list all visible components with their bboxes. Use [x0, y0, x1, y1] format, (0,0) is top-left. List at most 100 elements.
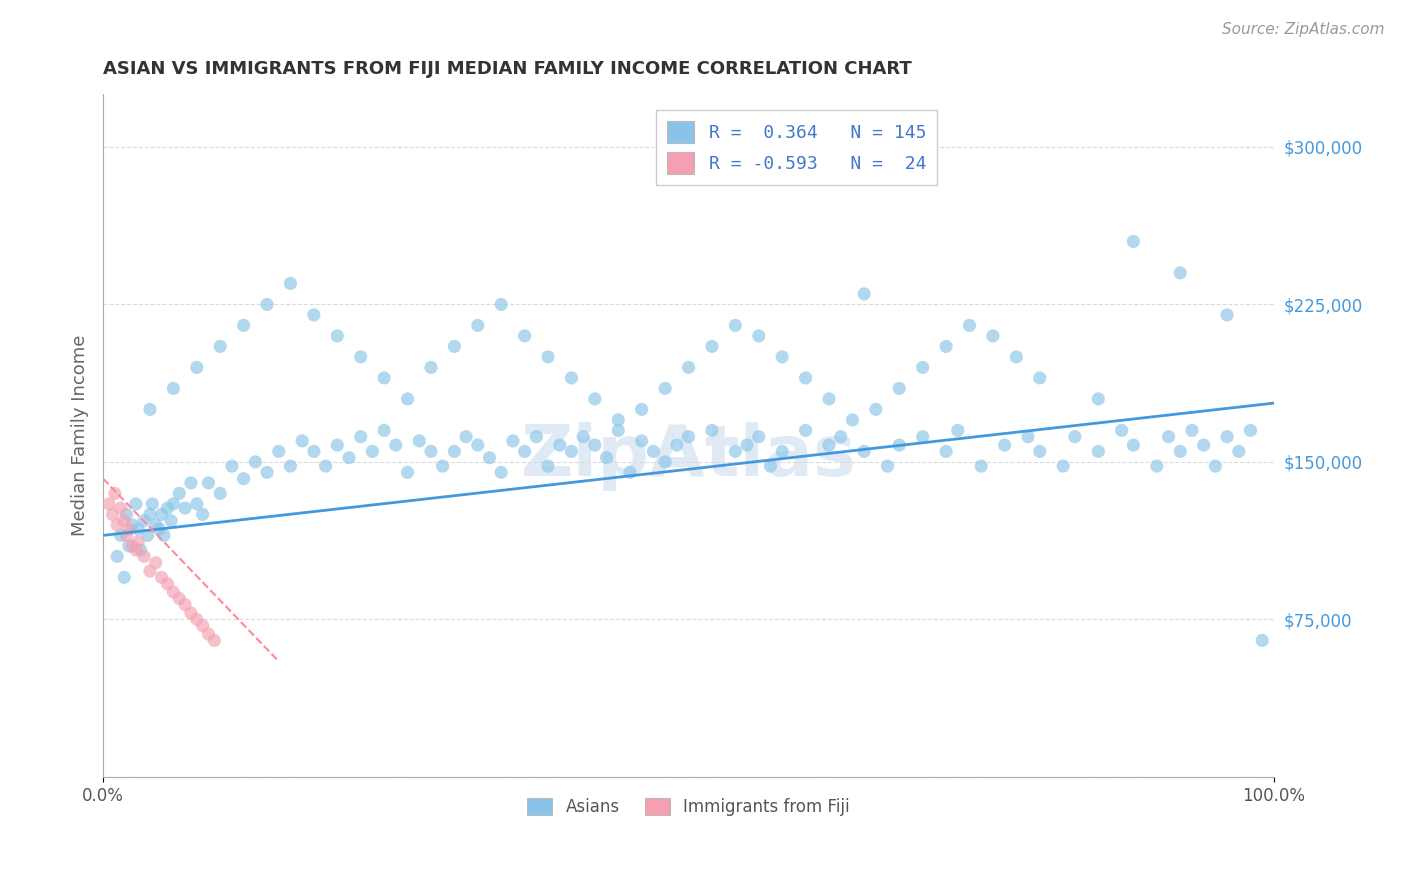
Point [150, 570, 173, 584]
Point [280, 459, 302, 474]
Point [853, 286, 876, 301]
Point [145, 556, 167, 570]
Point [1168, 444, 1191, 458]
Point [121, 539, 143, 553]
Point [1216, 308, 1239, 322]
Point [560, 371, 582, 385]
Point [1122, 235, 1144, 249]
Point [139, 402, 162, 417]
Y-axis label: Median Family Income: Median Family Income [72, 335, 89, 536]
Point [291, 434, 314, 448]
Point [1111, 424, 1133, 438]
Point [373, 424, 395, 438]
Point [1017, 430, 1039, 444]
Point [432, 459, 454, 474]
Point [865, 402, 887, 417]
Point [489, 466, 512, 480]
Text: Source: ZipAtlas.com: Source: ZipAtlas.com [1222, 22, 1385, 37]
Point [770, 350, 793, 364]
Point [853, 444, 876, 458]
Point [770, 444, 793, 458]
Point [478, 450, 501, 465]
Point [139, 564, 162, 578]
Point [560, 444, 582, 458]
Point [748, 329, 770, 343]
Point [619, 466, 641, 480]
Point [818, 392, 841, 406]
Point [959, 318, 981, 333]
Point [280, 277, 302, 291]
Point [1181, 424, 1204, 438]
Point [104, 486, 127, 500]
Point [935, 339, 957, 353]
Point [209, 486, 232, 500]
Point [1052, 459, 1074, 474]
Point [127, 534, 149, 549]
Point [607, 424, 630, 438]
Point [420, 444, 443, 458]
Point [502, 434, 524, 448]
Point [548, 438, 571, 452]
Point [630, 434, 652, 448]
Text: ASIAN VS IMMIGRANTS FROM FIJI MEDIAN FAMILY INCOME CORRELATION CHART: ASIAN VS IMMIGRANTS FROM FIJI MEDIAN FAM… [103, 60, 912, 78]
Point [1204, 459, 1226, 474]
Point [186, 360, 208, 375]
Point [524, 430, 547, 444]
Point [98, 497, 121, 511]
Point [1122, 438, 1144, 452]
Point [830, 430, 852, 444]
Point [994, 438, 1017, 452]
Point [112, 570, 135, 584]
Point [1087, 392, 1109, 406]
Point [112, 514, 135, 528]
Point [981, 329, 1004, 343]
Point [537, 350, 560, 364]
Point [1157, 430, 1180, 444]
Point [454, 430, 477, 444]
Point [420, 360, 443, 375]
Point [643, 444, 665, 458]
Point [153, 528, 176, 542]
Point [326, 438, 349, 452]
Point [946, 424, 969, 438]
Point [132, 549, 155, 564]
Point [232, 318, 254, 333]
Point [724, 444, 747, 458]
Point [1029, 444, 1052, 458]
Point [125, 497, 148, 511]
Point [326, 329, 349, 343]
Point [197, 475, 219, 490]
Point [110, 528, 132, 542]
Point [373, 371, 395, 385]
Point [678, 360, 700, 375]
Point [841, 413, 863, 427]
Point [396, 466, 419, 480]
Point [118, 522, 141, 536]
Point [221, 459, 243, 474]
Point [191, 618, 214, 632]
Point [209, 339, 232, 353]
Point [315, 459, 337, 474]
Point [156, 501, 179, 516]
Point [489, 297, 512, 311]
Point [129, 543, 152, 558]
Point [180, 475, 202, 490]
Point [970, 459, 993, 474]
Point [145, 517, 167, 532]
Point [630, 402, 652, 417]
Point [115, 508, 138, 522]
Point [759, 459, 782, 474]
Point [396, 392, 419, 406]
Point [186, 612, 208, 626]
Point [1029, 371, 1052, 385]
Point [350, 430, 373, 444]
Point [513, 444, 536, 458]
Point [202, 633, 225, 648]
Point [654, 381, 676, 395]
Point [105, 549, 128, 564]
Point [595, 450, 617, 465]
Point [513, 329, 536, 343]
Point [537, 459, 560, 474]
Point [794, 371, 817, 385]
Legend: Asians, Immigrants from Fiji: Asians, Immigrants from Fiji [520, 791, 856, 823]
